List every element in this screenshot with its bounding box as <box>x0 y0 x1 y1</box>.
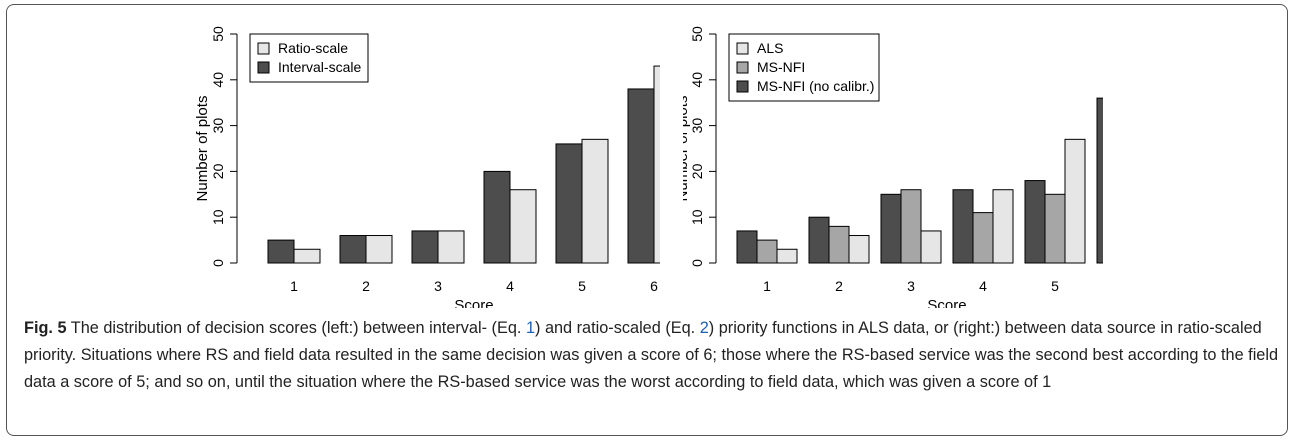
y-tick-label: 0 <box>210 259 226 267</box>
x-axis-label: Score <box>927 297 966 308</box>
bar-als-1 <box>776 248 798 264</box>
bar-ms-nfi-no-calibr--6 <box>1096 97 1103 264</box>
x-category-label: 5 <box>578 278 586 294</box>
caption-text-2: ) and ratio-scaled (Eq. <box>535 319 700 337</box>
bar-ms-nfi-4 <box>972 212 994 264</box>
legend-label: MS-NFI <box>757 59 805 75</box>
legend-swatch <box>736 80 749 93</box>
bar-interval-scale-1 <box>267 239 295 264</box>
bar-ms-nfi-no-calibr--3 <box>880 193 902 264</box>
figure-caption: Fig. 5 The distribution of decision scor… <box>24 315 1279 396</box>
legend-label: Interval-scale <box>278 59 361 75</box>
legend-box <box>728 33 880 102</box>
x-category-label: 3 <box>907 278 915 294</box>
bar-ms-nfi-5 <box>1044 193 1066 264</box>
caption-text-3: ) priority functions in ALS data, or (ri… <box>24 319 1279 391</box>
legend-swatch <box>736 42 749 55</box>
x-category-label: 2 <box>362 278 370 294</box>
left-bar-chart: 0 10 20 30 40 50 Number of plots 1 2 3 4 5 6 Score Rat… <box>194 26 660 308</box>
y-tick-label: 10 <box>210 209 226 225</box>
bar-ms-nfi-2 <box>828 225 850 264</box>
legend-swatch <box>257 42 270 55</box>
y-axis-label: Number of plots <box>194 96 211 202</box>
x-category-label: 3 <box>434 278 442 294</box>
y-axis-label: Number of plots <box>683 96 691 202</box>
y-tick-label: 50 <box>210 26 226 42</box>
x-axis-label: Score <box>454 297 493 308</box>
equation-2-link[interactable]: 2 <box>699 319 709 337</box>
y-tick-label: 30 <box>689 118 705 134</box>
y-tick-label: 20 <box>210 163 226 179</box>
x-category-label: 6 <box>650 278 658 294</box>
y-tick-label: 50 <box>689 26 705 42</box>
legend-label: MS-NFI (no calibr.) <box>757 78 874 94</box>
caption-text-1: The distribution of decision scores (lef… <box>66 319 526 337</box>
legend-box <box>249 33 369 83</box>
bar-ms-nfi-1 <box>756 239 778 264</box>
bar-ratio-scale-6 <box>653 65 660 264</box>
bar-interval-scale-3 <box>411 230 439 264</box>
y-tick-label: 30 <box>210 118 226 134</box>
caption-label: Fig. 5 <box>24 319 67 337</box>
x-category-label: 5 <box>1051 278 1059 294</box>
legend-label: Ratio-scale <box>278 40 348 56</box>
bar-als-5 <box>1064 138 1086 264</box>
x-category-label: 4 <box>506 278 514 294</box>
bar-ratio-scale-4 <box>509 189 537 264</box>
x-category-label: 1 <box>290 278 298 294</box>
y-tick-label: 40 <box>689 72 705 88</box>
bar-interval-scale-5 <box>555 143 583 264</box>
bar-ratio-scale-1 <box>293 248 321 264</box>
bar-als-2 <box>848 235 870 264</box>
bar-ms-nfi-no-calibr--4 <box>952 189 974 264</box>
bar-ratio-scale-2 <box>365 235 393 264</box>
bar-interval-scale-6 <box>627 88 655 264</box>
legend-swatch <box>736 61 749 74</box>
x-category-label: 2 <box>835 278 843 294</box>
y-tick-label: 20 <box>689 163 705 179</box>
bar-ratio-scale-3 <box>437 230 465 264</box>
bar-als-3 <box>920 230 942 264</box>
equation-1-link[interactable]: 1 <box>525 319 535 337</box>
bar-ms-nfi-no-calibr--5 <box>1024 180 1046 264</box>
y-tick-label: 10 <box>689 209 705 225</box>
legend-label: ALS <box>757 40 783 56</box>
bar-ms-nfi-no-calibr--2 <box>808 216 830 264</box>
bar-interval-scale-4 <box>483 170 511 264</box>
bar-ms-nfi-3 <box>900 189 922 264</box>
bar-ms-nfi-no-calibr--1 <box>736 230 758 264</box>
y-tick-label: 0 <box>689 259 705 267</box>
x-category-label: 4 <box>979 278 987 294</box>
x-category-label: 1 <box>763 278 771 294</box>
bar-interval-scale-2 <box>339 235 367 264</box>
legend-swatch <box>257 61 270 74</box>
bar-ratio-scale-5 <box>581 138 609 264</box>
bar-als-4 <box>992 189 1014 264</box>
y-tick-label: 40 <box>210 72 226 88</box>
